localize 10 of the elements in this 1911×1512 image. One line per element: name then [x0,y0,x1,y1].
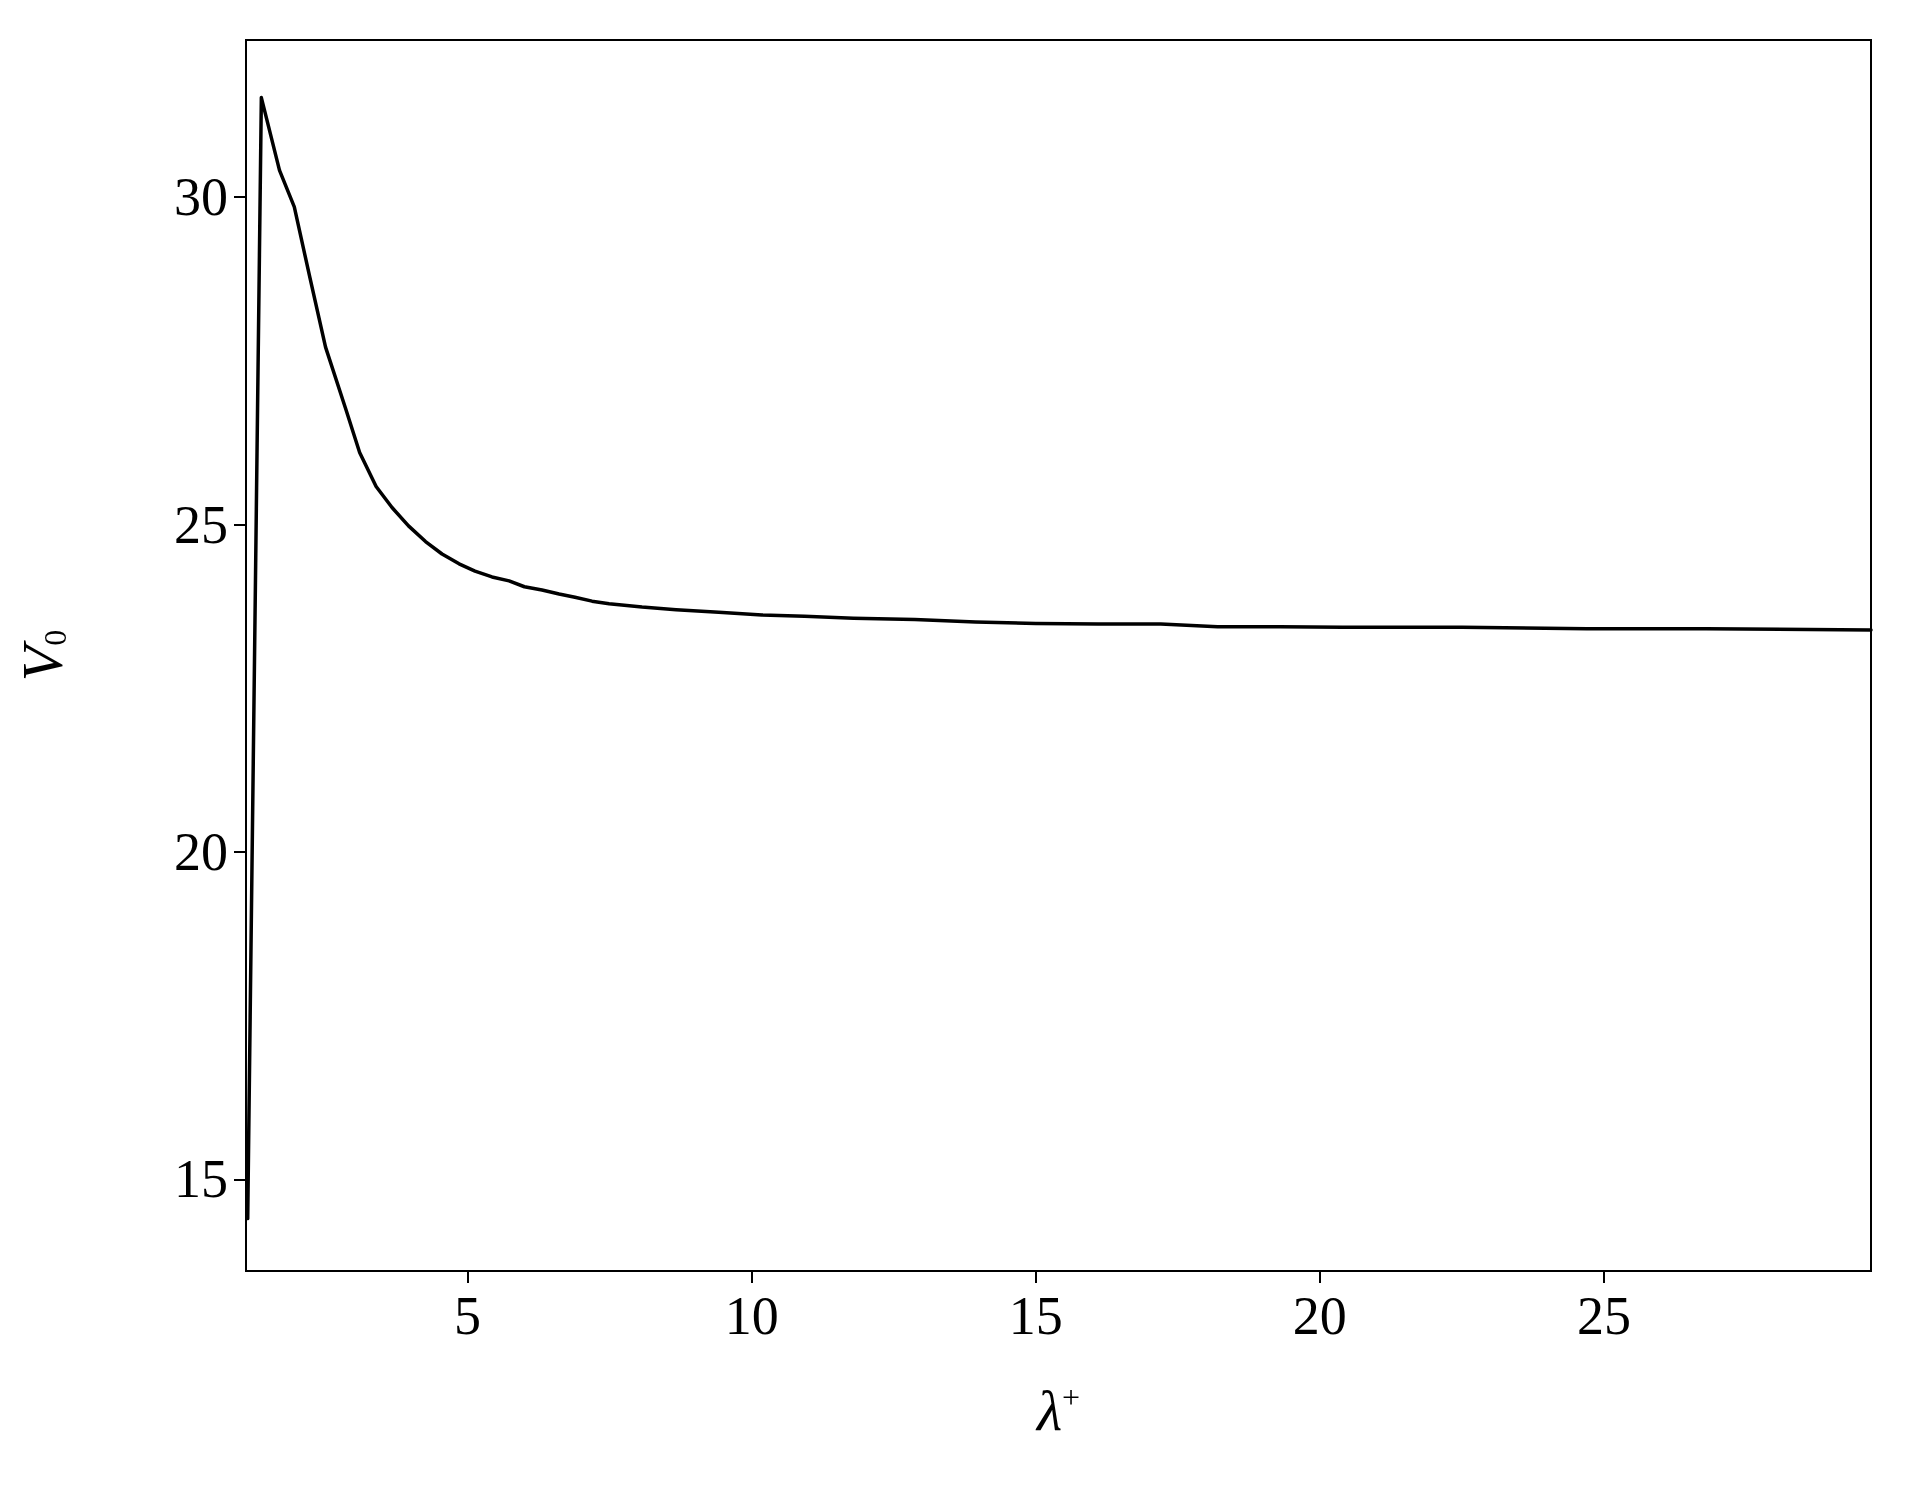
y-tick-label: 30 [174,167,228,228]
x-tick-label: 20 [1292,1286,1347,1346]
y-tick-label: 25 [174,494,228,555]
x-tick-label: 5 [454,1286,482,1346]
x-axis-title: λ+ [1034,1377,1081,1443]
x-tick-label: 10 [724,1286,779,1346]
y-tick-label: 20 [174,821,228,882]
x-tick-label: 15 [1008,1286,1063,1346]
y-tick-label: 15 [174,1149,228,1210]
x-tick-label: 25 [1576,1286,1631,1346]
